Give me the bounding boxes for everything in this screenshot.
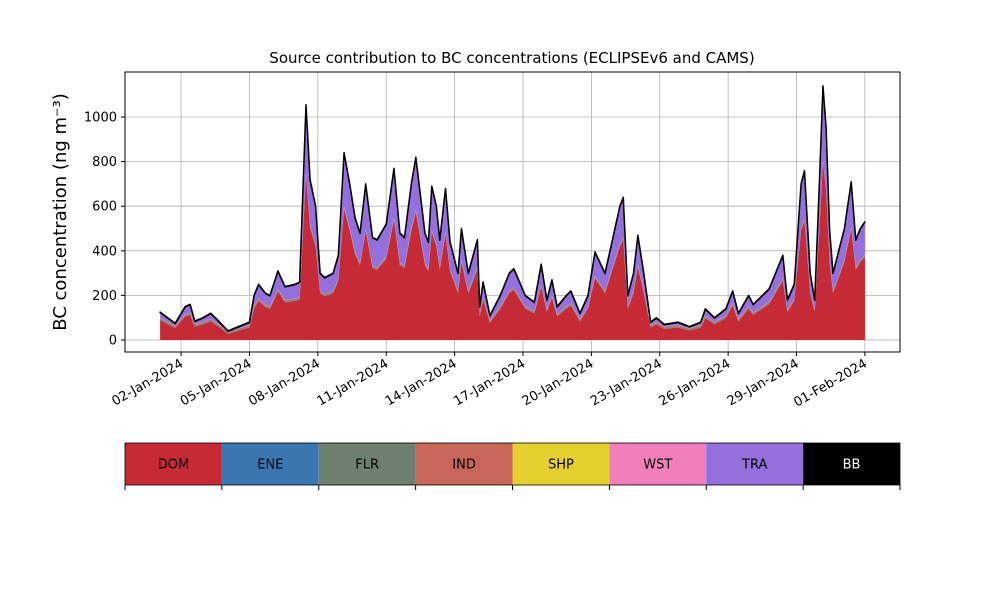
x-tick-label: 14-Jan-2024 <box>383 356 460 409</box>
legend-swatch <box>125 443 222 485</box>
x-tick-label: 11-Jan-2024 <box>315 356 392 409</box>
legend-label: TRA <box>741 458 767 473</box>
legend-label: DOM <box>158 458 189 473</box>
legend-swatch <box>221 443 319 485</box>
y-tick-label: 800 <box>92 155 117 170</box>
legend-swatch <box>415 443 513 485</box>
x-tick-label: 26-Jan-2024 <box>657 356 734 409</box>
y-axis-label: BC concentration (ng m⁻³) <box>50 93 71 331</box>
legend-swatch <box>318 443 416 485</box>
legend-swatch <box>706 443 804 485</box>
x-tick-label: 01-Feb-2024 <box>791 356 870 410</box>
x-tick-label: 20-Jan-2024 <box>520 356 597 409</box>
legend-swatch <box>512 443 610 485</box>
legend-swatch <box>803 443 900 485</box>
y-tick-label: 200 <box>92 289 117 304</box>
legend-label: BB <box>843 458 861 473</box>
y-tick-label: 0 <box>109 333 117 348</box>
y-tick-label: 1000 <box>84 111 117 126</box>
x-tick-label: 23-Jan-2024 <box>588 356 665 409</box>
y-tick-label: 600 <box>92 200 117 215</box>
x-tick-label: 29-Jan-2024 <box>725 356 802 409</box>
plot-frame <box>124 71 901 353</box>
legend-label: WST <box>643 458 672 473</box>
legend-frame <box>124 442 901 486</box>
x-tick-label: 17-Jan-2024 <box>451 356 528 409</box>
area-bb <box>159 85 866 333</box>
x-tick-label: 08-Jan-2024 <box>246 356 323 409</box>
legend-label: SHP <box>548 458 574 473</box>
area-tra <box>160 86 865 332</box>
legend-label: ENE <box>257 458 283 473</box>
y-tick-label: 400 <box>92 244 117 259</box>
legend-label: IND <box>452 458 476 473</box>
legend-swatch <box>609 443 707 485</box>
x-tick-label: 02-Jan-2024 <box>109 356 186 409</box>
chart-title: Source contribution to BC concentrations… <box>269 49 754 67</box>
legend-label: FLR <box>355 458 379 473</box>
x-tick-label: 05-Jan-2024 <box>178 356 255 409</box>
area-dom <box>160 162 865 340</box>
